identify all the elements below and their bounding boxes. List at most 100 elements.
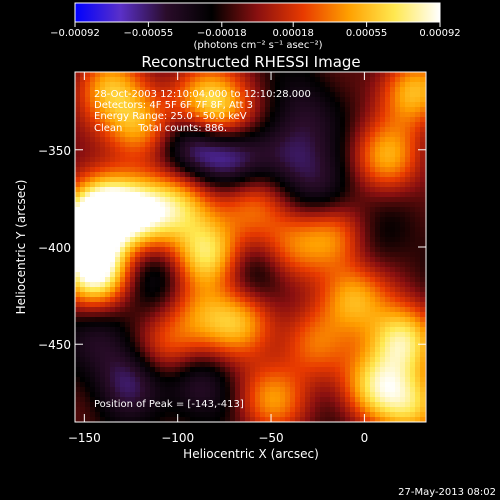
- heatmap-cell: [280, 372, 286, 378]
- heatmap-cell: [215, 182, 221, 188]
- heatmap-cell: [300, 87, 306, 93]
- heatmap-cell: [330, 412, 336, 418]
- heatmap-cell: [190, 377, 196, 383]
- heatmap-cell: [355, 362, 361, 368]
- heatmap-cell: [240, 272, 246, 278]
- heatmap-cell: [400, 362, 406, 368]
- heatmap-cell: [390, 407, 396, 413]
- heatmap-cell: [320, 347, 326, 353]
- heatmap-cell: [310, 287, 316, 293]
- heatmap-cell: [395, 142, 401, 148]
- heatmap-cell: [200, 172, 206, 178]
- heatmap-cell: [75, 387, 81, 393]
- heatmap-cell: [205, 367, 211, 373]
- heatmap-cell: [110, 217, 116, 223]
- heatmap-cell: [140, 307, 146, 313]
- heatmap-cell: [420, 392, 426, 398]
- heatmap-cell: [90, 307, 96, 313]
- heatmap-cell: [220, 277, 226, 283]
- heatmap-cell: [350, 267, 356, 273]
- heatmap-cell: [300, 352, 306, 358]
- heatmap-cell: [400, 172, 406, 178]
- heatmap-cell: [170, 327, 176, 333]
- heatmap-cell: [345, 292, 351, 298]
- heatmap-cell: [270, 347, 276, 353]
- heatmap-cell: [180, 317, 186, 323]
- heatmap-cell: [185, 357, 191, 363]
- heatmap-cell: [380, 382, 386, 388]
- heatmap-cell: [360, 342, 366, 348]
- heatmap-cell: [380, 252, 386, 258]
- heatmap-cell: [385, 337, 391, 343]
- heatmap-cell: [150, 217, 156, 223]
- heatmap-cell: [170, 277, 176, 283]
- heatmap-cell: [365, 297, 371, 303]
- heatmap-cell: [350, 112, 356, 118]
- heatmap-cell: [265, 162, 271, 168]
- heatmap-cell: [235, 152, 241, 158]
- heatmap-cell: [255, 292, 261, 298]
- heatmap-cell: [245, 152, 251, 158]
- heatmap-cell: [210, 82, 216, 88]
- heatmap-cell: [290, 102, 296, 108]
- heatmap-cell: [200, 282, 206, 288]
- heatmap-cell: [350, 322, 356, 328]
- heatmap-cell: [390, 112, 396, 118]
- heatmap-cell: [160, 287, 166, 293]
- heatmap-cell: [200, 207, 206, 213]
- heatmap-cell: [350, 117, 356, 123]
- heatmap-cell: [120, 162, 126, 168]
- heatmap-cell: [395, 227, 401, 233]
- heatmap-cell: [165, 292, 171, 298]
- heatmap-cell: [340, 92, 346, 98]
- heatmap-cell: [335, 332, 341, 338]
- heatmap-cell: [345, 347, 351, 353]
- heatmap-cell: [325, 227, 331, 233]
- heatmap-cell: [325, 412, 331, 418]
- heatmap-cell: [115, 122, 121, 128]
- heatmap-cell: [415, 217, 421, 223]
- heatmap-cell: [280, 277, 286, 283]
- heatmap-cell: [175, 387, 181, 393]
- heatmap-cell: [370, 122, 376, 128]
- heatmap-cell: [360, 82, 366, 88]
- heatmap-cell: [130, 262, 136, 268]
- heatmap-cell: [260, 152, 266, 158]
- heatmap-cell: [235, 307, 241, 313]
- heatmap-cell: [350, 372, 356, 378]
- heatmap-cell: [115, 257, 121, 263]
- heatmap-cell: [230, 382, 236, 388]
- heatmap-cell: [75, 307, 81, 313]
- heatmap-cell: [235, 137, 241, 143]
- heatmap-cell: [105, 397, 111, 403]
- heatmap-cell: [345, 142, 351, 148]
- heatmap-cell: [390, 217, 396, 223]
- heatmap-cell: [245, 217, 251, 223]
- heatmap-cell: [350, 182, 356, 188]
- heatmap-cell: [395, 187, 401, 193]
- heatmap-cell: [305, 312, 311, 318]
- heatmap-cell: [285, 337, 291, 343]
- heatmap-cell: [170, 267, 176, 273]
- heatmap-cell: [370, 357, 376, 363]
- heatmap-cell: [285, 312, 291, 318]
- heatmap-cell: [350, 162, 356, 168]
- heatmap-cell: [225, 72, 231, 78]
- heatmap-cell: [100, 157, 106, 163]
- heatmap-cell: [215, 282, 221, 288]
- heatmap-cell: [380, 302, 386, 308]
- heatmap-cell: [315, 192, 321, 198]
- heatmap-cell: [305, 112, 311, 118]
- heatmap-cell: [160, 167, 166, 173]
- heatmap-cell: [220, 342, 226, 348]
- heatmap-cell: [385, 407, 391, 413]
- heatmap-cell: [190, 117, 196, 123]
- heatmap-cell: [90, 272, 96, 278]
- heatmap-cell: [160, 267, 166, 273]
- heatmap-cell: [385, 352, 391, 358]
- heatmap-cell: [130, 297, 136, 303]
- heatmap-cell: [345, 92, 351, 98]
- heatmap-cell: [240, 332, 246, 338]
- heatmap-cell: [275, 377, 281, 383]
- heatmap-cell: [295, 362, 301, 368]
